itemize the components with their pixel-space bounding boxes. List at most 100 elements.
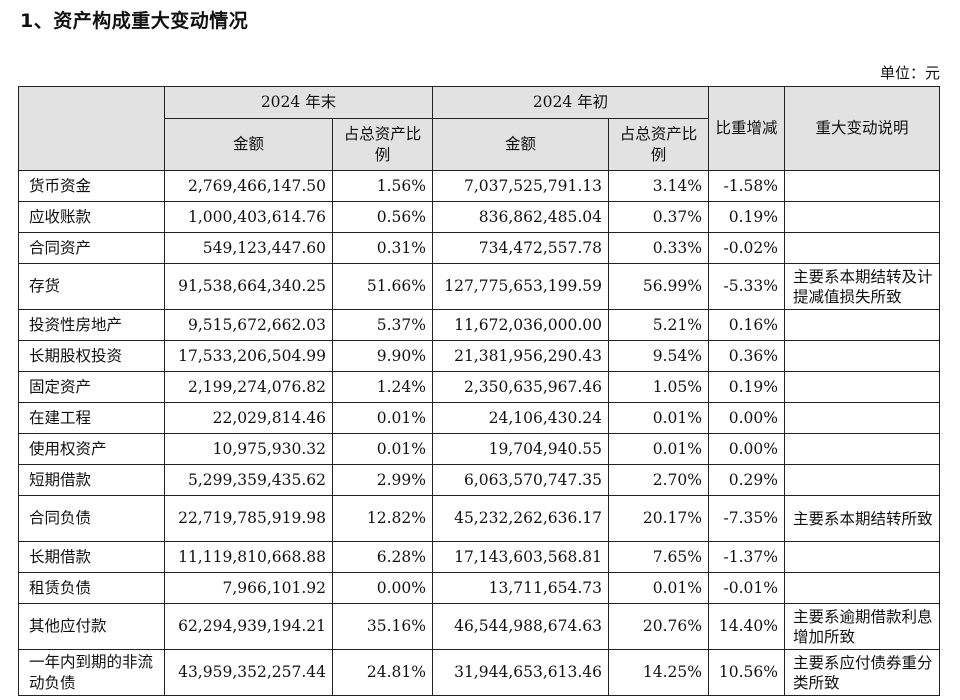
header-end-amount: 金额 xyxy=(164,118,333,171)
end-ratio: 2.99% xyxy=(332,464,433,496)
begin-amount: 13,711,654.73 xyxy=(432,572,609,604)
end-ratio: 5.37% xyxy=(332,309,433,341)
change-note xyxy=(784,572,940,604)
change-note: 主要系本期结转所致 xyxy=(784,495,940,542)
begin-ratio: 0.37% xyxy=(608,201,709,233)
change-note: 主要系应付债券重分类所致 xyxy=(784,649,940,696)
end-amount: 5,299,359,435.62 xyxy=(164,464,333,496)
header-blank-cell xyxy=(18,86,165,171)
change-note xyxy=(784,402,940,434)
begin-ratio: 0.33% xyxy=(608,232,709,264)
end-amount: 549,123,447.60 xyxy=(164,232,333,264)
change-note xyxy=(784,541,940,573)
asset-change-table: 2024 年末 2024 年初 比重增减 重大变动说明 金额 占总资产比例 金额… xyxy=(18,86,940,696)
begin-amount: 127,775,653,199.59 xyxy=(432,263,609,310)
row-label: 在建工程 xyxy=(18,402,165,434)
begin-ratio: 0.01% xyxy=(608,402,709,434)
end-amount: 22,029,814.46 xyxy=(164,402,333,434)
table-row: 应收账款 1,000,403,614.76 0.56% 836,862,485.… xyxy=(18,201,940,233)
end-ratio: 9.90% xyxy=(332,340,433,372)
end-amount: 22,719,785,919.98 xyxy=(164,495,333,542)
end-amount: 1,000,403,614.76 xyxy=(164,201,333,233)
row-label: 投资性房地产 xyxy=(18,309,165,341)
ratio-change: 0.36% xyxy=(708,340,785,372)
end-amount: 62,294,939,194.21 xyxy=(164,603,333,650)
header-begin-ratio: 占总资产比例 xyxy=(608,118,709,171)
begin-ratio: 3.14% xyxy=(608,170,709,202)
ratio-change: -1.58% xyxy=(708,170,785,202)
ratio-change: 14.40% xyxy=(708,603,785,650)
row-label: 其他应付款 xyxy=(18,603,165,650)
end-ratio: 0.00% xyxy=(332,572,433,604)
end-ratio: 35.16% xyxy=(332,603,433,650)
change-note xyxy=(784,371,940,403)
begin-amount: 31,944,653,613.46 xyxy=(432,649,609,696)
ratio-change: -1.37% xyxy=(708,541,785,573)
begin-amount: 24,106,430.24 xyxy=(432,402,609,434)
begin-ratio: 56.99% xyxy=(608,263,709,310)
end-ratio: 0.56% xyxy=(332,201,433,233)
begin-ratio: 20.17% xyxy=(608,495,709,542)
end-ratio: 1.56% xyxy=(332,170,433,202)
ratio-change: 0.19% xyxy=(708,201,785,233)
row-label: 长期借款 xyxy=(18,541,165,573)
ratio-change: -0.01% xyxy=(708,572,785,604)
table-row: 一年内到期的非流动负债 43,959,352,257.44 24.81% 31,… xyxy=(18,649,940,696)
table-row: 在建工程 22,029,814.46 0.01% 24,106,430.24 0… xyxy=(18,402,940,434)
table-row: 固定资产 2,199,274,076.82 1.24% 2,350,635,96… xyxy=(18,371,940,403)
ratio-change: -0.02% xyxy=(708,232,785,264)
end-ratio: 1.24% xyxy=(332,371,433,403)
begin-amount: 45,232,262,636.17 xyxy=(432,495,609,542)
begin-amount: 19,704,940.55 xyxy=(432,433,609,465)
change-note xyxy=(784,232,940,264)
ratio-change: -7.35% xyxy=(708,495,785,542)
header-change: 比重增减 xyxy=(708,86,785,171)
end-ratio: 51.66% xyxy=(332,263,433,310)
begin-amount: 6,063,570,747.35 xyxy=(432,464,609,496)
row-label: 租赁负债 xyxy=(18,572,165,604)
ratio-change: 0.00% xyxy=(708,402,785,434)
begin-ratio: 0.01% xyxy=(608,433,709,465)
ratio-change: 0.00% xyxy=(708,433,785,465)
change-note xyxy=(784,201,940,233)
change-note xyxy=(784,170,940,202)
header-note: 重大变动说明 xyxy=(784,86,940,171)
row-label: 合同资产 xyxy=(18,232,165,264)
table-row: 合同负债 22,719,785,919.98 12.82% 45,232,262… xyxy=(18,495,940,542)
header-end-ratio: 占总资产比例 xyxy=(332,118,433,171)
change-note xyxy=(784,309,940,341)
begin-ratio: 14.25% xyxy=(608,649,709,696)
change-note xyxy=(784,340,940,372)
end-amount: 17,533,206,504.99 xyxy=(164,340,333,372)
change-note: 主要系逾期借款利息增加所致 xyxy=(784,603,940,650)
begin-ratio: 2.70% xyxy=(608,464,709,496)
ratio-change: -5.33% xyxy=(708,263,785,310)
row-label: 短期借款 xyxy=(18,464,165,496)
section-heading: 1、资产构成重大变动情况 xyxy=(20,10,249,32)
begin-amount: 46,544,988,674.63 xyxy=(432,603,609,650)
unit-label: 单位：元 xyxy=(879,64,940,82)
begin-amount: 836,862,485.04 xyxy=(432,201,609,233)
begin-ratio: 0.01% xyxy=(608,572,709,604)
row-label: 使用权资产 xyxy=(18,433,165,465)
row-label: 长期股权投资 xyxy=(18,340,165,372)
header-group-end: 2024 年末 xyxy=(164,86,433,119)
begin-ratio: 20.76% xyxy=(608,603,709,650)
begin-amount: 21,381,956,290.43 xyxy=(432,340,609,372)
row-label: 一年内到期的非流动负债 xyxy=(18,649,165,696)
end-amount: 7,966,101.92 xyxy=(164,572,333,604)
end-amount: 91,538,664,340.25 xyxy=(164,263,333,310)
ratio-change: 0.29% xyxy=(708,464,785,496)
end-amount: 43,959,352,257.44 xyxy=(164,649,333,696)
table-row: 投资性房地产 9,515,672,662.03 5.37% 11,672,036… xyxy=(18,309,940,341)
table-row: 合同资产 549,123,447.60 0.31% 734,472,557.78… xyxy=(18,232,940,264)
end-ratio: 0.01% xyxy=(332,433,433,465)
end-amount: 2,199,274,076.82 xyxy=(164,371,333,403)
end-ratio: 0.31% xyxy=(332,232,433,264)
row-label: 应收账款 xyxy=(18,201,165,233)
end-amount: 2,769,466,147.50 xyxy=(164,170,333,202)
table-row: 租赁负债 7,966,101.92 0.00% 13,711,654.73 0.… xyxy=(18,572,940,604)
begin-ratio: 5.21% xyxy=(608,309,709,341)
table-row: 长期借款 11,119,810,668.88 6.28% 17,143,603,… xyxy=(18,541,940,573)
table-row: 存货 91,538,664,340.25 51.66% 127,775,653,… xyxy=(18,263,940,310)
